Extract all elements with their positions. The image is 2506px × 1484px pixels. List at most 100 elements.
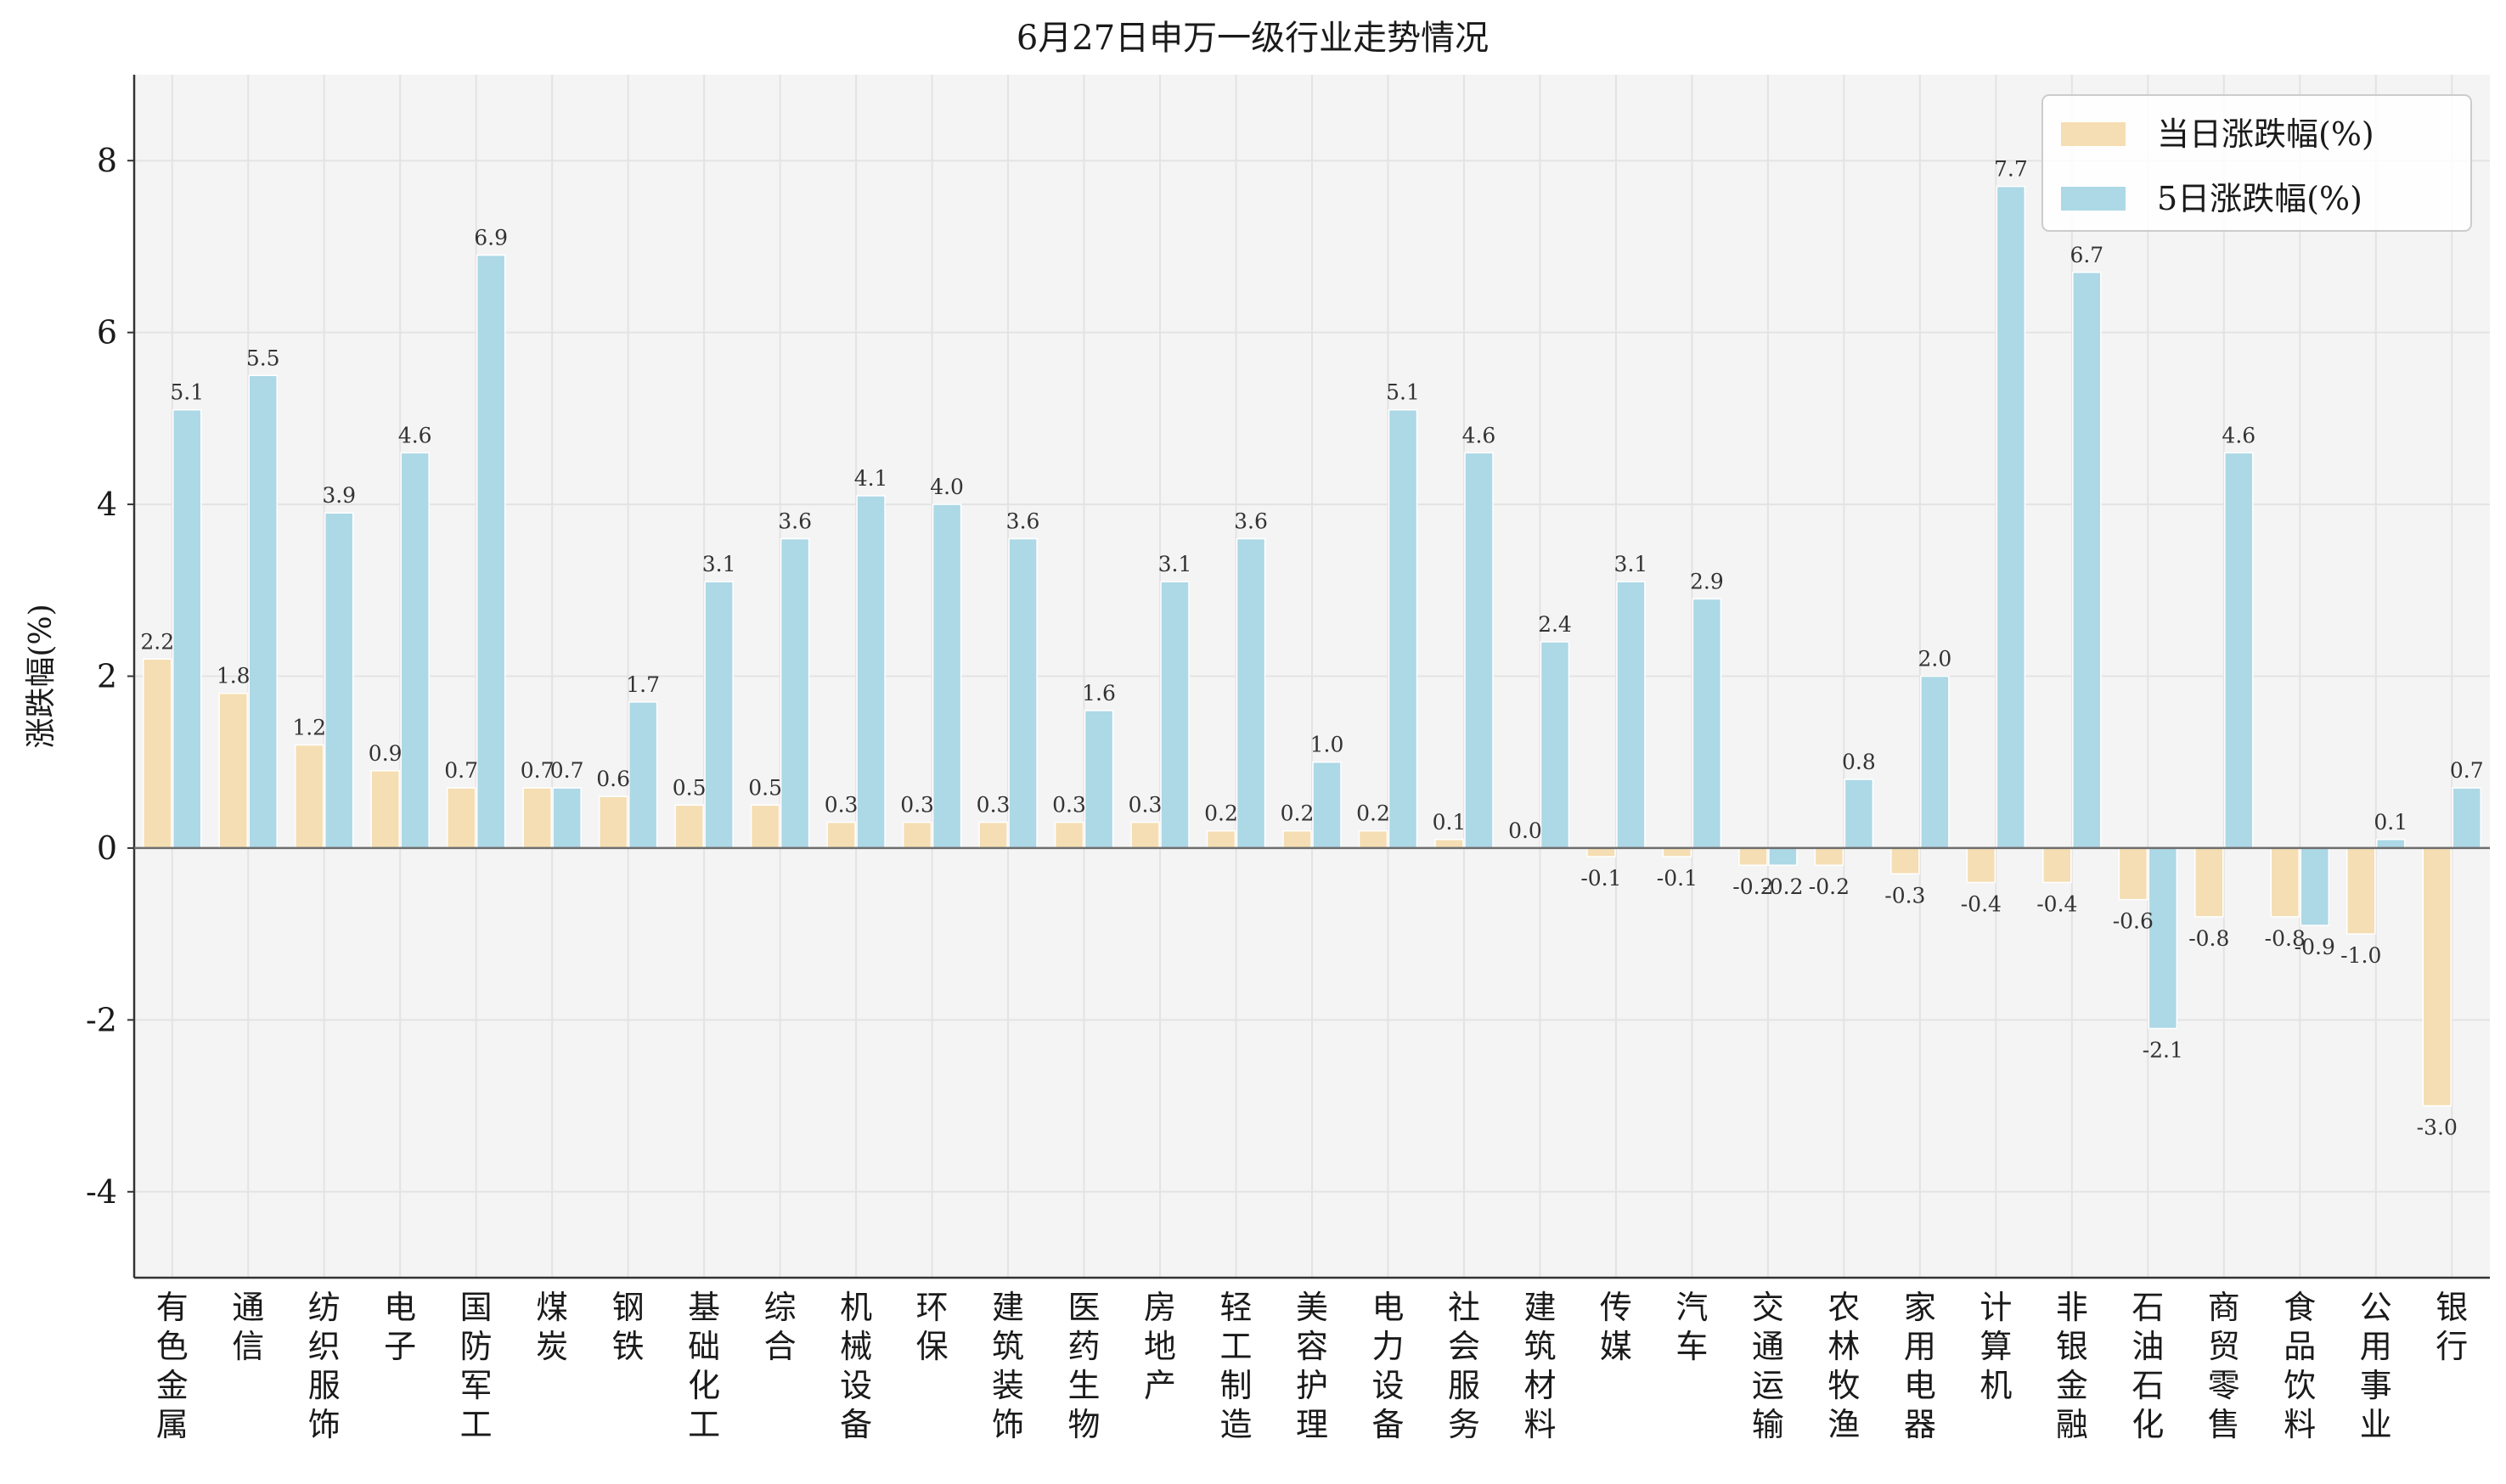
data-label: 0.7 <box>521 758 555 783</box>
bar-five-day <box>1312 761 1342 849</box>
data-label: 3.1 <box>1158 552 1192 576</box>
data-label: 6.9 <box>474 226 508 250</box>
bar-five-day <box>2224 452 2254 849</box>
data-label: 0.0 <box>1508 818 1542 843</box>
x-category-label: 交通运输 <box>1752 1289 1784 1443</box>
bar-daily <box>2194 847 2224 918</box>
bar-daily <box>522 787 552 849</box>
data-label: 4.6 <box>1462 423 1496 447</box>
bar-daily <box>902 821 932 849</box>
data-label: 0.2 <box>1204 801 1238 826</box>
bar-five-day <box>1464 452 1494 849</box>
bar-five-day <box>2072 272 2102 849</box>
bar-daily <box>2346 847 2376 935</box>
data-label: 0.8 <box>1842 750 1876 774</box>
bar-five-day <box>856 495 886 849</box>
legend-label: 5日涨跌幅(%) <box>2157 180 2362 217</box>
data-label: 0.3 <box>977 793 1011 818</box>
bar-daily <box>1738 847 1768 866</box>
bar-five-day <box>172 408 202 849</box>
y-tick-label: 4 <box>97 486 117 523</box>
bar-daily <box>1966 847 1996 884</box>
x-category-label: 电力设备 <box>1371 1289 1404 1443</box>
bar-daily <box>1814 847 1844 866</box>
y-tick-labels: -4 -2 0 2 4 6 8 <box>86 142 134 1211</box>
bar-daily <box>446 787 476 849</box>
data-label: 5.1 <box>170 380 204 405</box>
data-label: 6.7 <box>2070 243 2103 267</box>
data-label: 1.7 <box>626 672 660 697</box>
bar-five-day <box>2376 839 2406 849</box>
data-label: 3.1 <box>1614 552 1648 576</box>
legend-label: 当日涨跌幅(%) <box>2157 115 2374 153</box>
data-label: 1.0 <box>1310 733 1344 757</box>
y-tick-label: -4 <box>86 1173 117 1211</box>
data-label: -0.1 <box>1657 866 1698 891</box>
data-label: 0.3 <box>825 793 859 818</box>
data-label: -3.0 <box>2417 1116 2458 1140</box>
x-category-label: 有色金属 <box>156 1289 189 1443</box>
data-label: 0.3 <box>1129 793 1163 818</box>
bar-daily <box>218 692 248 849</box>
data-label: 1.2 <box>292 715 326 739</box>
bar-five-day <box>932 503 962 849</box>
bar-daily <box>1206 829 1236 849</box>
y-tick-label: 0 <box>97 829 117 867</box>
data-label: 0.5 <box>673 775 707 800</box>
bar-daily <box>1130 821 1160 849</box>
data-label: 4.1 <box>854 466 888 491</box>
bar-daily <box>294 744 324 849</box>
x-category-label: 传媒 <box>1600 1289 1632 1365</box>
x-category-label: 社会服务 <box>1448 1289 1480 1443</box>
data-label: -2.1 <box>2143 1037 2183 1062</box>
data-label: -0.2 <box>1809 874 1850 899</box>
bar-five-day <box>476 254 506 849</box>
data-label: 0.7 <box>444 758 478 783</box>
data-label: 2.0 <box>1918 647 1951 672</box>
data-label: 0.1 <box>1433 810 1467 835</box>
data-label: -1.0 <box>2340 943 2381 968</box>
legend-box <box>2041 94 2472 232</box>
data-label: 0.7 <box>550 758 584 783</box>
x-category-label: 综合 <box>764 1289 797 1365</box>
bar-five-day <box>248 374 278 849</box>
x-category-label: 基础化工 <box>688 1289 720 1443</box>
x-category-label: 商贸零售 <box>2208 1289 2240 1443</box>
x-category-label: 食品饮料 <box>2284 1289 2316 1443</box>
x-category-label: 环保 <box>916 1289 949 1365</box>
bar-five-day <box>1692 598 1722 849</box>
chart-title: 6月27日申万一级行业走势情况 <box>1016 19 1489 58</box>
data-label: 0.6 <box>596 767 630 791</box>
bar-five-day <box>1160 581 1190 849</box>
data-label: 3.9 <box>322 483 356 508</box>
data-label: 3.6 <box>1006 509 1040 534</box>
bar-daily <box>2270 847 2300 918</box>
x-category-label: 煤炭 <box>536 1289 568 1365</box>
data-label: 7.7 <box>1994 157 2028 182</box>
data-label: 2.9 <box>1690 569 1724 593</box>
data-label: 1.6 <box>1082 681 1116 705</box>
data-label: 2.4 <box>1538 612 1572 637</box>
data-label: 0.3 <box>1052 793 1086 818</box>
bar-daily <box>142 658 172 849</box>
bar-five-day <box>1236 537 1266 849</box>
x-category-label: 医药生物 <box>1068 1289 1101 1443</box>
x-category-label: 农林牧渔 <box>1827 1289 1860 1443</box>
y-tick-label: 8 <box>97 142 117 179</box>
data-label: 0.5 <box>748 775 782 800</box>
bar-five-day <box>1768 847 1798 866</box>
bar-five-day <box>704 581 734 849</box>
x-category-label: 石油石化 <box>2132 1289 2164 1443</box>
data-label: 0.2 <box>1281 801 1315 826</box>
bar-five-day <box>1008 537 1038 849</box>
data-label: 1.8 <box>217 664 251 689</box>
data-label: -0.8 <box>2265 926 2306 951</box>
x-category-label: 计算机 <box>1979 1289 2012 1404</box>
bar-daily <box>1054 821 1084 849</box>
x-category-label: 纺织服饰 <box>308 1289 341 1443</box>
x-category-label: 国防军工 <box>460 1289 493 1443</box>
bar-five-day <box>1540 641 1570 849</box>
x-category-label: 建筑装饰 <box>992 1289 1024 1443</box>
